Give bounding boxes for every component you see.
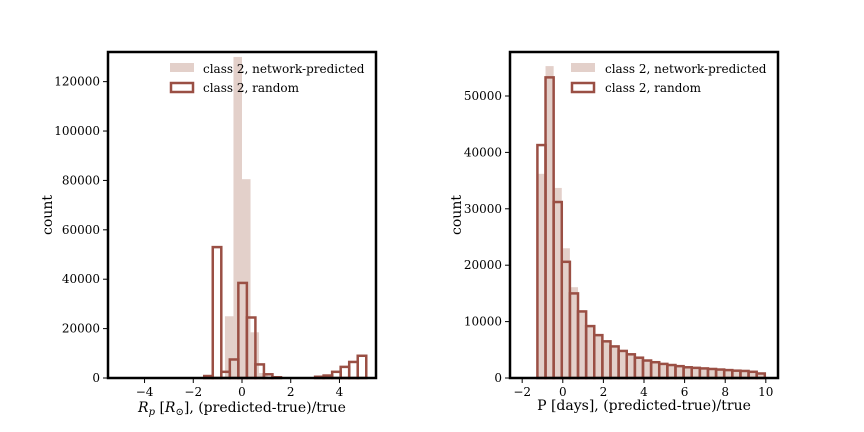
network-predicted-bar-25	[740, 370, 749, 378]
network-predicted-bar-4	[569, 287, 579, 378]
y-tick-label: 0	[494, 371, 502, 385]
network-predicted-bar-14	[651, 362, 660, 378]
x-axis-label: P [days], (predicted-true)/true	[537, 398, 751, 414]
network-predicted-bar-0	[537, 173, 546, 378]
y-tick-label: 40000	[62, 272, 100, 286]
network-predicted-bar-22	[716, 369, 725, 378]
y-tick-label: 50000	[464, 89, 502, 103]
x-tick-label: 0	[559, 385, 567, 399]
x-tick-label: 4	[336, 385, 344, 399]
x-tick-label: −2	[513, 385, 531, 399]
histogram-panel-period: −2 0 2 4 6 8 10 0 10000 20000 30000 40000 50000 clas…	[449, 50, 780, 414]
network-predicted-bar-8	[602, 341, 611, 378]
x-tick-label: 0	[238, 385, 246, 399]
x-label-var: R	[137, 400, 149, 416]
y-tick-label: 60000	[62, 223, 100, 237]
x-label-tail: ], (predicted-true)/true	[184, 400, 346, 416]
network-predicted-bar-10	[618, 351, 627, 378]
x-tick-label: 2	[287, 385, 295, 399]
legend-swatch-random	[169, 81, 195, 94]
x-axis-label: Rp [R⊙], (predicted-true)/true	[137, 400, 346, 418]
x-label-open: [	[155, 400, 165, 416]
network-predicted-bar-13	[642, 360, 652, 378]
y-tick-label: 20000	[464, 258, 502, 272]
x-tick-label: 6	[681, 385, 689, 399]
network-predicted-bar-23	[724, 370, 733, 378]
network-predicted-bar-18	[683, 367, 692, 378]
legend-label-random: class 2, random	[203, 81, 300, 95]
x-tick-label: −4	[136, 385, 154, 399]
y-tick-label: 0	[92, 371, 100, 385]
x-label-var-sub: p	[149, 407, 156, 418]
network-predicted-bar-2	[242, 179, 251, 378]
random-bar-12	[339, 365, 351, 380]
network-predicted-bar-3	[561, 248, 570, 378]
network-predicted-bar-16	[667, 365, 676, 378]
axis-ticks: −4 −2 0 2 4 0 20000 40000 60000 80000 100000 120000	[54, 75, 343, 399]
x-label-unit-sub: ⊙	[175, 407, 183, 418]
network-predicted-bar-1	[545, 66, 554, 379]
network-predicted-bar-21	[707, 368, 717, 378]
network-predicted-bar-26	[748, 371, 757, 378]
x-tick-label: 8	[721, 385, 729, 399]
y-tick-label: 120000	[54, 75, 100, 89]
axis-ticks: −2 0 2 4 6 8 10 0 10000 20000 30000 40000 50000	[464, 89, 774, 399]
random-bar-13	[347, 360, 359, 380]
legend-label-network-predicted: class 2, network-predicted	[605, 62, 767, 76]
x-tick-label: 2	[600, 385, 608, 399]
legend-label-random: class 2, random	[605, 81, 702, 95]
legend: class 2, network-predicted class 2, rand…	[169, 62, 365, 95]
network-predicted-bar-1	[233, 56, 242, 378]
network-predicted-bar-9	[610, 346, 619, 378]
y-tick-label: 100000	[54, 124, 100, 138]
network-predicted-bars	[224, 56, 277, 378]
x-tick-label: 10	[758, 385, 773, 399]
network-predicted-bar-6	[586, 325, 595, 378]
y-axis-label: count	[449, 195, 465, 235]
y-axis-label: count	[40, 195, 56, 235]
y-tick-label: 30000	[464, 202, 502, 216]
y-tick-label: 40000	[464, 145, 502, 159]
y-tick-label: 20000	[62, 322, 100, 336]
legend-swatch-network-predicted	[170, 63, 194, 72]
network-predicted-bar-12	[634, 358, 643, 378]
network-predicted-bar-11	[626, 354, 635, 378]
x-label-unit: R	[164, 400, 176, 416]
network-predicted-bar-20	[699, 368, 708, 378]
network-predicted-bar-2	[553, 187, 562, 378]
network-predicted-bar-17	[675, 366, 684, 378]
network-predicted-bar-15	[659, 363, 668, 378]
histogram-panel-planet-radius: −4 −2 0 2 4 0 20000 40000 60000 80000 100000 120000…	[40, 50, 378, 418]
legend: class 2, network-predicted class 2, rand…	[570, 62, 767, 95]
network-predicted-bar-0	[224, 316, 234, 378]
random-bar-14	[356, 354, 368, 380]
y-tick-label: 80000	[62, 173, 100, 187]
y-tick-label: 10000	[464, 315, 502, 329]
random-bar-1	[211, 245, 223, 380]
x-tick-label: −2	[184, 385, 202, 399]
x-tick-label: 4	[640, 385, 648, 399]
legend-swatch-random	[570, 81, 596, 94]
legend-label-network-predicted: class 2, network-predicted	[203, 62, 365, 76]
network-predicted-bar-19	[691, 367, 700, 378]
network-predicted-bar-27	[756, 372, 765, 378]
network-predicted-bar-24	[732, 370, 741, 378]
network-predicted-bar-5	[578, 310, 587, 378]
network-predicted-bar-7	[594, 335, 603, 378]
legend-swatch-network-predicted	[571, 63, 595, 72]
network-predicted-bars	[537, 66, 765, 379]
